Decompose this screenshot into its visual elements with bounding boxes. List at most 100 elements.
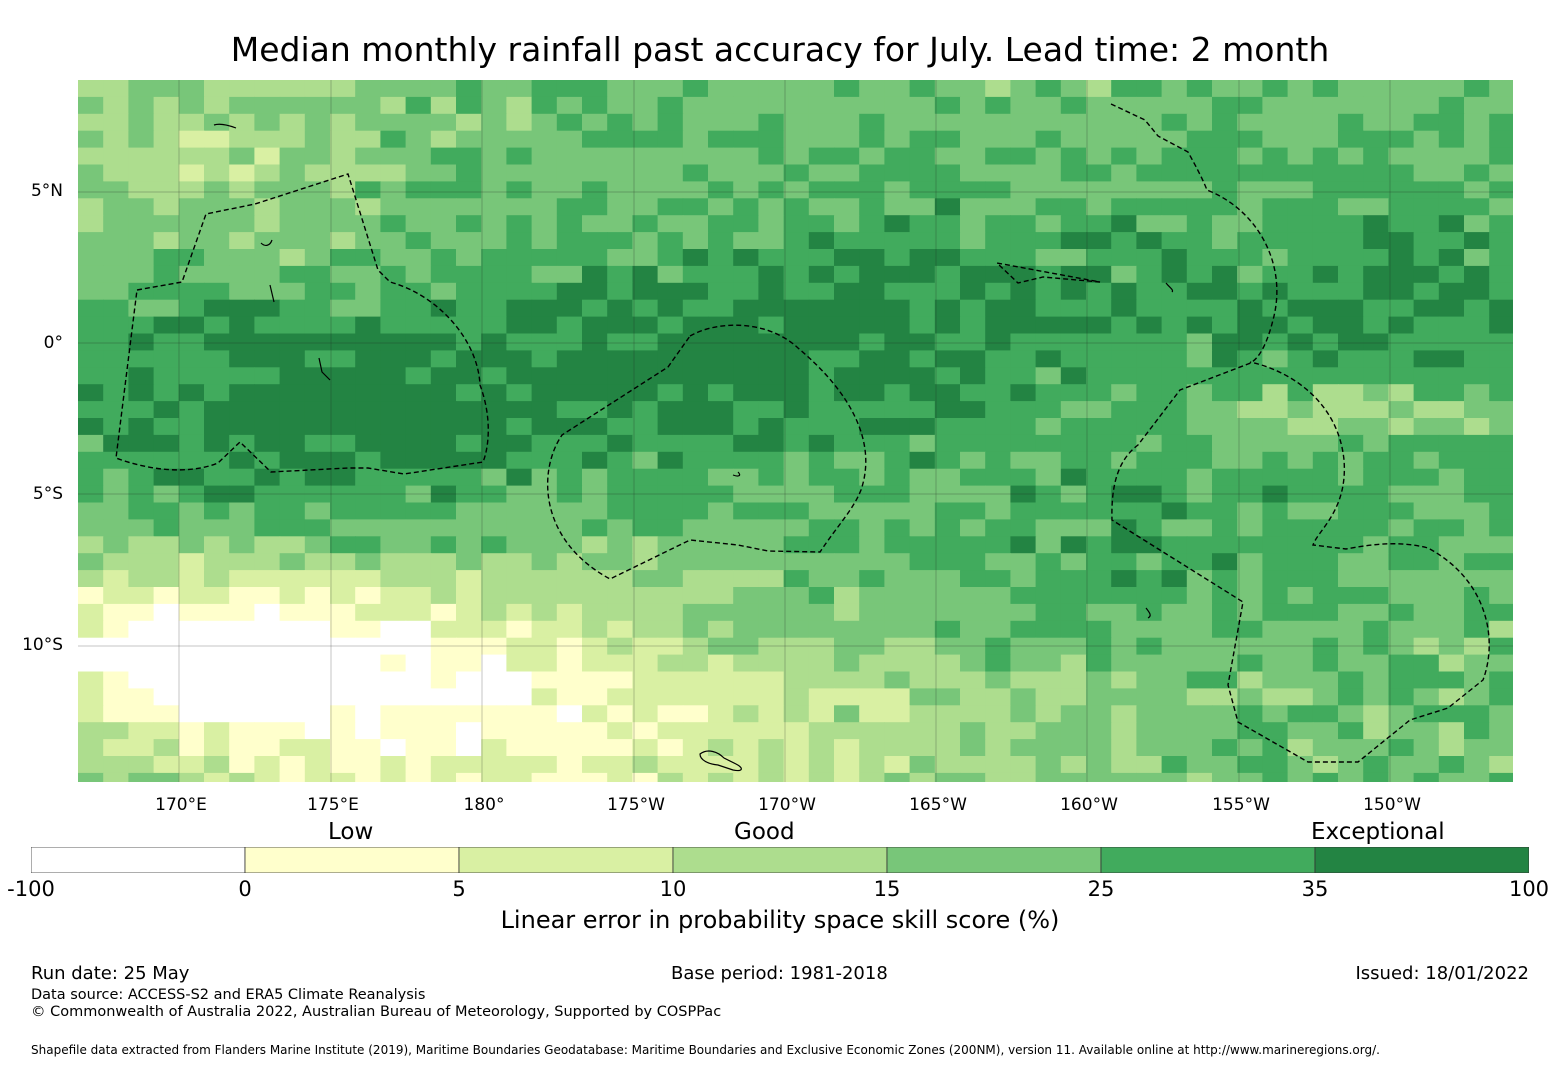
skill-cell xyxy=(834,772,860,782)
skill-cell xyxy=(909,553,936,571)
skill-cell xyxy=(481,401,507,419)
skill-cell xyxy=(1212,451,1238,470)
skill-cell xyxy=(178,113,205,132)
skill-cell xyxy=(758,80,785,98)
skill-cell xyxy=(556,316,583,335)
skill-cell xyxy=(960,350,986,368)
skill-cell xyxy=(1338,113,1364,132)
colorbar-bin xyxy=(1100,846,1316,874)
skill-cell xyxy=(909,468,936,487)
skill-cell xyxy=(556,350,583,368)
skill-cell xyxy=(430,130,457,149)
skill-cell xyxy=(78,468,104,487)
skill-cell xyxy=(1464,232,1490,250)
skill-cell xyxy=(1312,316,1339,335)
skill-cell xyxy=(1312,215,1339,233)
skill-cell xyxy=(682,367,709,385)
skill-cell xyxy=(1287,265,1314,284)
skill-cell xyxy=(405,772,432,782)
skill-cell xyxy=(1464,451,1490,470)
skill-cell xyxy=(481,570,507,588)
skill-cell xyxy=(1086,96,1112,115)
skill-cell xyxy=(128,502,155,520)
skill-cell xyxy=(254,367,281,385)
skill-cell xyxy=(1312,299,1339,318)
skill-cell xyxy=(1338,688,1364,706)
skill-cell xyxy=(834,485,860,504)
skill-cell xyxy=(128,553,155,571)
skill-cell xyxy=(1237,384,1263,402)
skill-cell xyxy=(128,603,155,622)
skill-cell xyxy=(1086,620,1112,639)
skill-cell xyxy=(1413,367,1440,385)
skill-cell xyxy=(1262,418,1289,436)
skill-cell xyxy=(204,367,230,385)
skill-cell xyxy=(304,80,331,98)
skill-cell xyxy=(355,249,381,267)
skill-cell xyxy=(733,654,759,673)
skill-cell xyxy=(808,265,835,284)
skill-cell xyxy=(1010,772,1037,782)
skill-cell xyxy=(960,722,986,740)
skill-cell xyxy=(960,80,986,98)
skill-cell xyxy=(380,316,407,335)
skill-cell xyxy=(657,80,684,98)
skill-cell xyxy=(456,553,482,571)
skill-cell xyxy=(78,536,104,554)
skill-cell xyxy=(1312,418,1339,436)
skill-cell xyxy=(733,772,759,782)
skill-cell xyxy=(1489,299,1513,318)
skill-cell xyxy=(607,113,633,132)
skill-cell xyxy=(1237,215,1263,233)
skill-cell xyxy=(1464,80,1490,98)
skill-cell xyxy=(1489,756,1513,774)
skill-cell xyxy=(909,401,936,419)
skill-cell xyxy=(279,502,306,520)
skill-cell xyxy=(1060,772,1087,782)
skill-cell xyxy=(531,367,558,385)
skill-cell xyxy=(254,603,281,622)
skill-cell xyxy=(1287,350,1314,368)
skill-cell xyxy=(229,401,255,419)
skill-cell xyxy=(355,130,381,149)
skill-cell xyxy=(556,772,583,782)
skill-cell xyxy=(1136,536,1163,554)
skill-cell xyxy=(153,282,180,301)
skill-cell xyxy=(733,130,759,149)
skill-cell xyxy=(204,722,230,740)
skill-cell xyxy=(783,164,810,182)
skill-cell xyxy=(1010,553,1037,571)
skill-cell xyxy=(1086,603,1112,622)
skill-cell xyxy=(1237,756,1263,774)
skill-cell xyxy=(1464,688,1490,706)
skill-cell xyxy=(632,367,659,385)
skill-cell xyxy=(128,451,155,470)
skill-cell xyxy=(859,620,885,639)
skill-cell xyxy=(960,468,986,487)
skill-cell xyxy=(1136,232,1163,250)
skill-cell xyxy=(808,434,835,453)
skill-cell xyxy=(254,418,281,436)
skill-cell xyxy=(103,536,129,554)
skill-cell xyxy=(1287,418,1314,436)
skill-cell xyxy=(985,282,1011,301)
skill-cell xyxy=(607,553,633,571)
skill-cell xyxy=(582,705,608,723)
skill-cell xyxy=(834,96,860,115)
skill-cell xyxy=(1136,350,1163,368)
category-label-low: Low xyxy=(328,819,374,845)
skill-cell xyxy=(1338,451,1364,470)
skill-cell xyxy=(607,434,633,453)
skill-cell xyxy=(1035,181,1062,199)
skill-cell xyxy=(1136,418,1163,436)
skill-cell xyxy=(1086,519,1112,537)
skill-cell xyxy=(254,232,281,250)
skill-cell xyxy=(1035,198,1062,216)
skill-cell xyxy=(985,654,1011,673)
skill-cell xyxy=(1212,232,1238,250)
skill-cell xyxy=(960,333,986,351)
skill-cell xyxy=(607,502,633,520)
skill-cell xyxy=(1312,756,1339,774)
skill-cell xyxy=(834,316,860,335)
skill-cell xyxy=(859,553,885,571)
